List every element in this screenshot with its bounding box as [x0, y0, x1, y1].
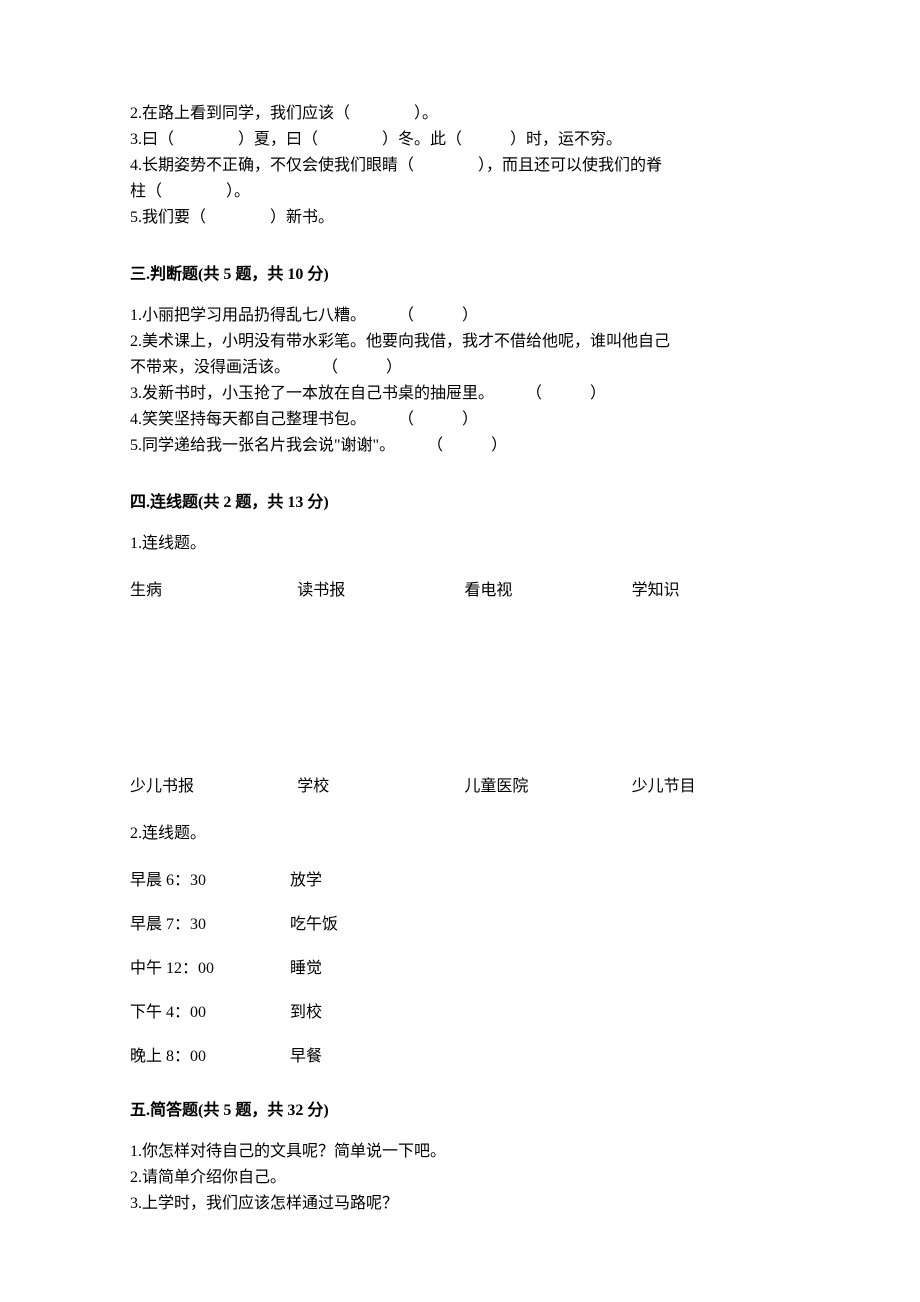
short-q1: 1.你怎样对待自己的文具呢？简单说一下吧。: [130, 1140, 790, 1164]
match-pair-right: 到校: [290, 998, 322, 1022]
match-pair-left: 早晨 6：30: [130, 866, 290, 890]
match-pair-right: 早餐: [290, 1042, 322, 1066]
match-item: 看电视: [464, 576, 622, 600]
match-q1-label: 1.连线题。: [130, 532, 790, 556]
match-item: 生病: [130, 576, 288, 600]
match-pair-left: 中午 12：00: [130, 954, 290, 978]
judge-q1: 1.小丽把学习用品扔得乱七八糟。 （ ）: [130, 304, 790, 328]
match-gap: [130, 606, 790, 766]
fill-q3: 3.曰（ ）夏，曰（ ）冬。此（ ）时，运不穷。: [130, 128, 790, 152]
match-pair-right: 睡觉: [290, 954, 322, 978]
fill-q5: 5.我们要（ ）新书。: [130, 206, 790, 230]
match-q1-row-top: 生病 读书报 看电视 学知识: [130, 576, 790, 600]
match-pair-left: 下午 4：00: [130, 998, 290, 1022]
match-pair-right: 吃午饭: [290, 910, 338, 934]
match-item: 学校: [297, 772, 455, 796]
fill-q4b: 柱（ ）。: [130, 180, 790, 204]
match-pair-0: 早晨 6：30 放学: [130, 866, 790, 890]
match-item: 少儿书报: [130, 772, 288, 796]
judge-q3: 3.发新书时，小玉抢了一本放在自己书桌的抽屉里。 （ ）: [130, 382, 790, 406]
fill-q4a: 4.长期姿势不正确，不仅会使我们眼睛（ ），而且还可以使我们的脊: [130, 154, 790, 178]
judge-q5: 5.同学递给我一张名片我会说"谢谢"。 （ ）: [130, 434, 790, 458]
match-item: 读书报: [297, 576, 455, 600]
match-pair-2: 中午 12：00 睡觉: [130, 954, 790, 978]
match-pair-left: 晚上 8：00: [130, 1042, 290, 1066]
judge-q4: 4.笑笑坚持每天都自己整理书包。 （ ）: [130, 408, 790, 432]
match-pair-right: 放学: [290, 866, 322, 890]
short-q2: 2.请简单介绍你自己。: [130, 1166, 790, 1190]
section3-title: 三.判断题(共 5 题，共 10 分): [130, 260, 790, 284]
match-pair-1: 早晨 7：30 吃午饭: [130, 910, 790, 934]
match-q2-label: 2.连线题。: [130, 822, 790, 846]
judge-q2b: 不带来，没得画活该。 （ ）: [130, 356, 790, 380]
match-pair-3: 下午 4：00 到校: [130, 998, 790, 1022]
page: 2.在路上看到同学，我们应该（ ）。 3.曰（ ）夏，曰（ ）冬。此（ ）时，运…: [0, 0, 920, 1302]
match-item: 学知识: [632, 576, 790, 600]
match-pair-4: 晚上 8：00 早餐: [130, 1042, 790, 1066]
judge-q2a: 2.美术课上，小明没有带水彩笔。他要向我借，我才不借给他呢，谁叫他自己: [130, 330, 790, 354]
match-q1-row-bottom: 少儿书报 学校 儿童医院 少儿节目: [130, 772, 790, 796]
short-q3: 3.上学时，我们应该怎样通过马路呢？: [130, 1192, 790, 1216]
fill-q2: 2.在路上看到同学，我们应该（ ）。: [130, 102, 790, 126]
match-pair-left: 早晨 7：30: [130, 910, 290, 934]
section5-title: 五.简答题(共 5 题，共 32 分): [130, 1096, 790, 1120]
match-item: 儿童医院: [464, 772, 622, 796]
match-item: 少儿节目: [632, 772, 790, 796]
section4-title: 四.连线题(共 2 题，共 13 分): [130, 488, 790, 512]
